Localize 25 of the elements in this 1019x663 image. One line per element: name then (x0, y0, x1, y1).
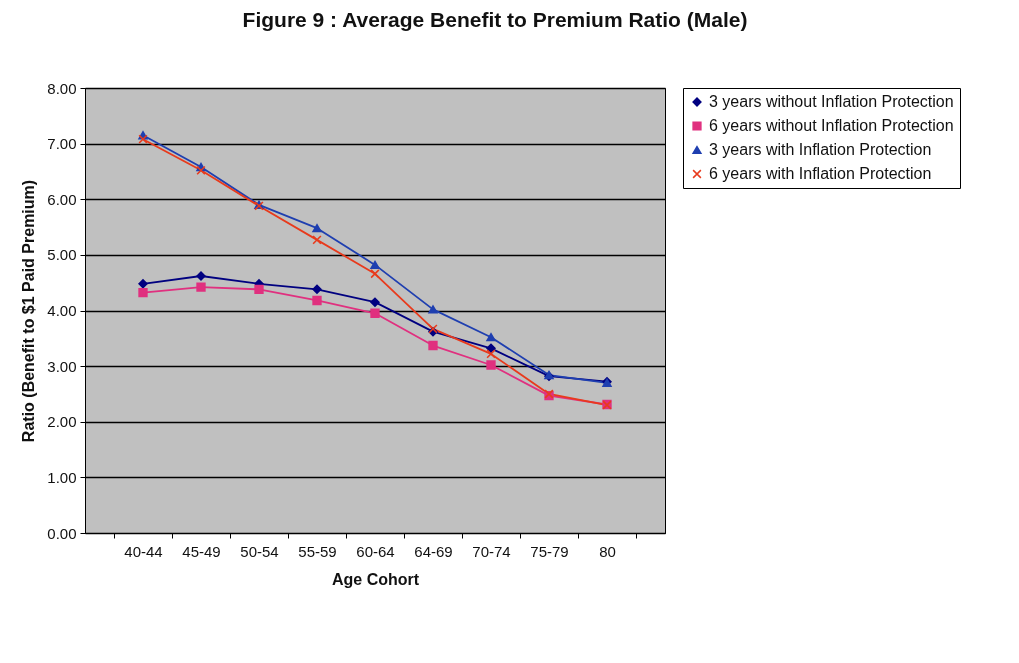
x-axis-title: Age Cohort (331, 570, 420, 588)
x-tick-label: 45-49 (182, 542, 221, 560)
x-tick-label: 64-69 (414, 542, 453, 560)
y-tick-label: 7.00 (47, 135, 77, 153)
x-tick-label: 50-54 (240, 542, 279, 560)
y-tick-label: 1.00 (47, 468, 77, 486)
legend-label: 6 years with Inflation Protection (709, 165, 932, 182)
legend-label: 3 years with Inflation Protection (709, 141, 932, 158)
x-tick-label: 40-44 (124, 542, 163, 560)
x-tick-label: 75-79 (530, 542, 569, 560)
x-tick-label: 80 (599, 542, 616, 560)
x-tick-label: 60-64 (356, 542, 395, 560)
y-tick-label: 6.00 (47, 190, 77, 208)
y-tick-label: 4.00 (47, 302, 77, 319)
y-tick-label: 2.00 (47, 413, 77, 431)
y-tick-label: 0.00 (47, 524, 77, 542)
x-tick-label: 70-74 (472, 542, 511, 560)
chart-title: Figure 9 : Average Benefit to Premium Ratio (Male) (242, 8, 748, 31)
legend-label: 3 years without Inflation Protection (709, 93, 954, 110)
y-tick-label: 3.00 (47, 357, 77, 375)
y-axis-title: Ratio (Benefit to $1 Paid Premium) (20, 179, 38, 443)
legend-label: 6 years without Inflation Protection (709, 117, 954, 134)
x-tick-label: 55-59 (298, 542, 337, 560)
y-tick-label: 5.00 (47, 246, 77, 264)
y-tick-label: 8.00 (47, 79, 77, 97)
